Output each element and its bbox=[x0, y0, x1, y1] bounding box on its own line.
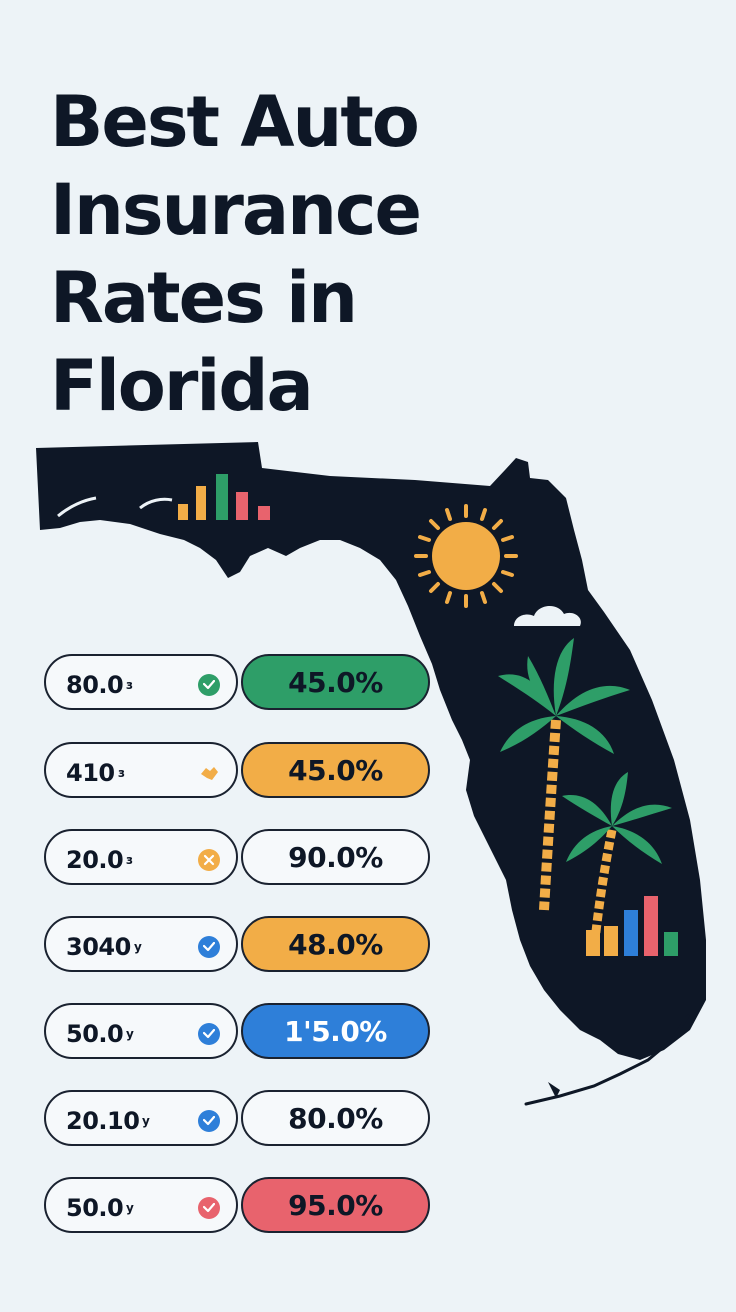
check-circle-icon bbox=[198, 936, 220, 958]
orange-x-icon bbox=[198, 849, 220, 871]
rate-base-suffix: y bbox=[142, 1114, 150, 1128]
rate-base-suffix: y bbox=[134, 940, 142, 954]
cloud-icon bbox=[514, 605, 581, 626]
rate-base-pill: 20.0 з bbox=[44, 829, 238, 885]
rate-base-value: 20.10 bbox=[66, 1107, 140, 1135]
panhandle-bar-chart-icon bbox=[178, 474, 270, 520]
florida-keys-line bbox=[524, 1014, 690, 1106]
peninsula-bar-chart-icon bbox=[586, 896, 678, 956]
rate-row: 50.0 y 1'5.0% bbox=[44, 1003, 434, 1061]
title-line: Florida bbox=[50, 345, 314, 427]
rate-percent-value: 45.0% bbox=[288, 665, 383, 699]
rate-row: 3040 y 48.0% bbox=[44, 916, 434, 974]
rate-percent-pill: 1'5.0% bbox=[241, 1003, 430, 1059]
sun-icon bbox=[414, 504, 518, 608]
palm-tree-icon bbox=[562, 772, 672, 951]
rate-base-value: 50.0 bbox=[66, 1194, 124, 1222]
rate-base-value: 3040 bbox=[66, 933, 131, 961]
rate-percent-pill: 90.0% bbox=[241, 829, 430, 885]
rate-row: 410 з 45.0% bbox=[44, 742, 434, 800]
check-circle-icon bbox=[198, 674, 220, 696]
rate-base-pill: 50.0 y bbox=[44, 1003, 238, 1059]
palm-tree-icon bbox=[498, 638, 630, 911]
title-line: Best Auto bbox=[50, 81, 420, 163]
rate-percent-pill: 80.0% bbox=[241, 1090, 430, 1146]
title-line: Insurance bbox=[50, 169, 422, 251]
rate-base-suffix: y bbox=[126, 1027, 134, 1041]
check-circle-icon bbox=[198, 1110, 220, 1132]
rate-base-value: 80.0 bbox=[66, 671, 124, 699]
check-circle-icon bbox=[198, 1197, 220, 1219]
rate-percent-value: 1'5.0% bbox=[284, 1014, 387, 1048]
rate-base-suffix: з bbox=[126, 678, 133, 692]
rate-percent-value: 80.0% bbox=[288, 1101, 383, 1135]
rate-base-value: 50.0 bbox=[66, 1020, 124, 1048]
rate-row: 80.0 з 45.0% bbox=[44, 654, 434, 712]
florida-map-illustration bbox=[36, 442, 706, 1106]
coast-line bbox=[139, 497, 173, 510]
rate-percent-pill: 48.0% bbox=[241, 916, 430, 972]
page-title: Best Auto Insurance Rates in Florida bbox=[50, 78, 422, 430]
rate-row: 20.10 y 80.0% bbox=[44, 1090, 434, 1148]
rate-percent-value: 95.0% bbox=[288, 1188, 383, 1222]
rate-base-pill: 3040 y bbox=[44, 916, 238, 972]
rate-base-pill: 20.10 y bbox=[44, 1090, 238, 1146]
rate-base-suffix: y bbox=[126, 1201, 134, 1215]
rate-base-pill: 410 з bbox=[44, 742, 238, 798]
rate-percent-value: 90.0% bbox=[288, 840, 383, 874]
rate-base-pill: 50.0 y bbox=[44, 1177, 238, 1233]
rate-list: 80.0 з 45.0% 410 з 45.0% 20.0 з 90.0% 3040 y 48.0% 5… bbox=[44, 654, 434, 1264]
rate-base-value: 20.0 bbox=[66, 846, 124, 874]
rate-base-pill: 80.0 з bbox=[44, 654, 238, 710]
rate-base-suffix: з bbox=[118, 766, 125, 780]
rate-base-suffix: з bbox=[126, 853, 133, 867]
florida-keys-islet bbox=[548, 1082, 560, 1098]
rate-row: 50.0 y 95.0% bbox=[44, 1177, 434, 1235]
title-line: Rates in bbox=[50, 257, 358, 339]
rate-percent-pill: 45.0% bbox=[241, 654, 430, 710]
check-circle-icon bbox=[198, 1023, 220, 1045]
rate-percent-value: 48.0% bbox=[288, 927, 383, 961]
rate-percent-pill: 95.0% bbox=[241, 1177, 430, 1233]
handshake-icon bbox=[198, 762, 220, 784]
rate-row: 20.0 з 90.0% bbox=[44, 829, 434, 887]
rate-percent-pill: 45.0% bbox=[241, 742, 430, 798]
rate-percent-value: 45.0% bbox=[288, 753, 383, 787]
florida-map-shape bbox=[36, 442, 706, 1060]
coast-line bbox=[57, 496, 97, 518]
rate-base-value: 410 bbox=[66, 759, 115, 787]
